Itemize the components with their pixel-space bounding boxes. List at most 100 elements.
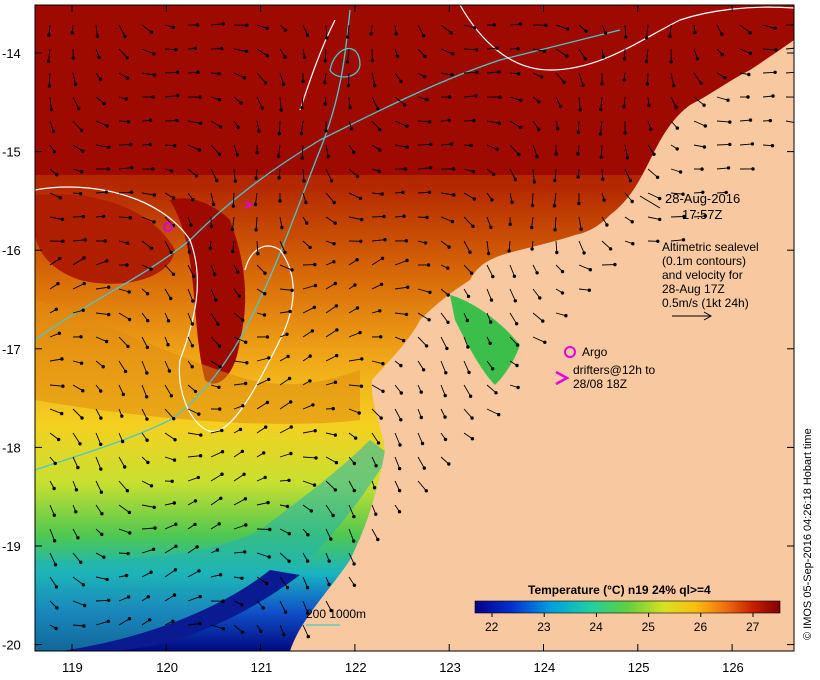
velocity-arrow-head (699, 81, 703, 85)
velocity-arrow-head (348, 106, 352, 110)
velocity-arrow-head (451, 52, 455, 56)
velocity-arrow-head (403, 167, 408, 171)
velocity-arrow-head (489, 298, 494, 302)
velocity-arrow (233, 48, 247, 52)
velocity-arrow (49, 408, 62, 415)
velocity-arrow-head (213, 272, 217, 277)
velocity-arrow-head (374, 512, 378, 516)
velocity-arrow (233, 498, 246, 506)
velocity-arrow-head (79, 560, 83, 564)
velocity-arrow-head (99, 467, 103, 471)
velocity-arrow-head (394, 32, 398, 36)
velocity-arrow-head (720, 32, 724, 36)
velocity-arrow-head (530, 247, 534, 251)
velocity-arrow-head (82, 256, 86, 260)
velocity-arrow (256, 502, 269, 506)
velocity-arrow-head (217, 344, 222, 348)
velocity-arrow (72, 239, 86, 242)
velocity-arrow-head (173, 568, 178, 572)
velocity-arrow (141, 240, 152, 249)
velocity-arrow (256, 24, 268, 29)
velocity-arrow-head (236, 125, 241, 130)
velocity-arrow-head (107, 285, 111, 289)
velocity-arrow-head (728, 120, 732, 124)
velocity-arrow-head (55, 173, 59, 177)
velocity-arrow (532, 336, 545, 343)
velocity-arrow-head (355, 306, 360, 310)
velocity-arrow-head (658, 196, 662, 201)
velocity-arrow-head (51, 129, 56, 133)
velocity-arrow (164, 545, 177, 554)
velocity-arrow-head (702, 103, 706, 107)
velocity-arrow (440, 72, 453, 76)
velocity-arrow (555, 72, 565, 83)
colorbar-tick-label: 23 (537, 620, 551, 634)
velocity-arrow-head (81, 214, 86, 219)
lat-tick-label: -14 (2, 46, 21, 61)
velocity-arrow-head (127, 510, 132, 515)
velocity-arrow (348, 96, 351, 108)
velocity-arrow (49, 384, 63, 387)
velocity-arrow (325, 480, 336, 491)
velocity-arrow-head (195, 545, 199, 549)
velocity-arrow-head (237, 294, 242, 298)
velocity-arrow-head (221, 22, 226, 26)
velocity-arrow-head (331, 406, 335, 411)
velocity-arrow-head (512, 274, 517, 278)
lat-tick-label: -18 (2, 440, 21, 455)
velocity-arrow (417, 24, 425, 37)
velocity-arrow (256, 120, 260, 132)
velocity-arrow-head (245, 361, 249, 365)
velocity-arrow-head (97, 55, 101, 60)
velocity-arrow-head (491, 367, 495, 371)
velocity-arrow (279, 576, 288, 588)
velocity-arrow-head (565, 54, 569, 58)
velocity-arrow-head (472, 197, 476, 201)
velocity-arrow-head (58, 256, 62, 261)
velocity-arrow-head (214, 298, 218, 302)
velocity-arrow-head (537, 127, 541, 132)
velocity-arrow-head (81, 308, 85, 312)
velocity-arrow (394, 260, 408, 266)
velocity-arrow-head (472, 26, 477, 30)
velocity-arrow-head (76, 536, 80, 540)
velocity-arrow (739, 143, 753, 146)
velocity-arrow-head (123, 369, 128, 374)
velocity-arrow (440, 360, 447, 373)
velocity-arrow-head (474, 94, 478, 98)
velocity-arrow-head (346, 83, 351, 88)
velocity-arrow (72, 283, 85, 290)
velocity-arrow (394, 96, 405, 106)
velocity-arrow-head (79, 128, 84, 133)
velocity-arrow-head (601, 177, 605, 181)
velocity-arrow (394, 120, 408, 127)
lon-tick-label: 121 (251, 660, 273, 675)
velocity-arrow-head (287, 559, 291, 563)
velocity-arrow-head (176, 94, 180, 98)
velocity-arrow (417, 480, 427, 492)
velocity-arrow-head (588, 268, 592, 272)
velocity-arrow-head (290, 288, 294, 292)
velocity-arrow-head (308, 379, 312, 383)
velocity-arrow-head (120, 414, 124, 418)
velocity-arrow-head (475, 70, 479, 74)
velocity-arrow-head (599, 155, 603, 159)
velocity-arrow-head (305, 559, 310, 563)
velocity-arrow-head (681, 192, 685, 196)
argo-label: Argo (582, 345, 608, 359)
velocity-arrow-head (576, 152, 580, 156)
velocity-arrow-head (240, 603, 244, 607)
velocity-arrow (417, 191, 430, 194)
velocity-arrow (578, 72, 584, 86)
velocity-arrow-head (102, 555, 106, 559)
velocity-arrow-head (145, 438, 149, 442)
velocity-arrow-head (329, 537, 333, 541)
velocity-arrow-head (379, 416, 383, 420)
velocity-arrow (233, 144, 238, 155)
velocity-arrow (463, 360, 470, 373)
velocity-arrow (187, 240, 190, 253)
velocity-arrow-head (613, 262, 617, 267)
velocity-arrow-head (145, 292, 150, 296)
velocity-arrow-head (299, 131, 304, 136)
velocity-arrow-head (190, 322, 195, 326)
